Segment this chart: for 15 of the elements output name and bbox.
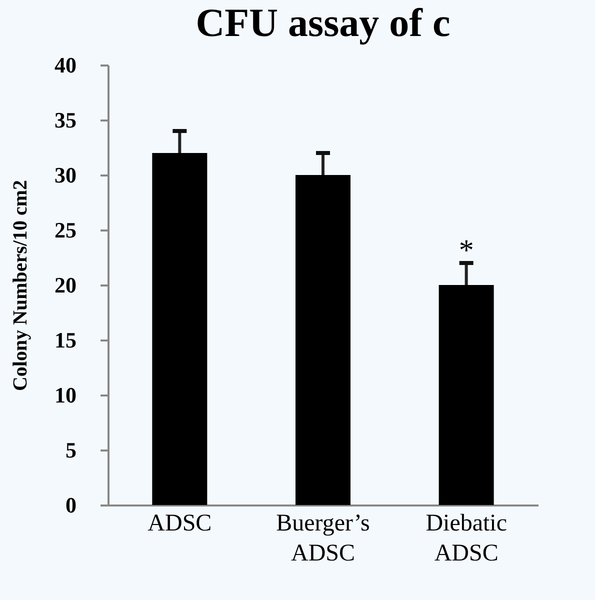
y-tick-label: 5 xyxy=(66,438,76,462)
y-tick-label: 15 xyxy=(54,328,76,352)
x-tick-label: Buerger’s ADSC xyxy=(276,510,370,566)
chart-title: CFU assay of c xyxy=(196,0,450,45)
y-tick-label: 35 xyxy=(54,108,76,132)
y-tick-label: 10 xyxy=(54,382,76,408)
y-tick-label: 20 xyxy=(54,272,76,298)
x-tick-label: ADSC xyxy=(148,510,212,536)
x-tick-label: Diebatic ADSC xyxy=(426,510,507,566)
y-tick-label: 30 xyxy=(54,162,76,188)
y-tick-label: 0 xyxy=(66,492,76,518)
y-tick-label: 25 xyxy=(54,218,76,242)
y-axis-title: Colony Numbers/10 cm2 xyxy=(10,180,32,392)
annotation: * xyxy=(458,234,474,267)
y-tick-label: 40 xyxy=(54,52,76,78)
